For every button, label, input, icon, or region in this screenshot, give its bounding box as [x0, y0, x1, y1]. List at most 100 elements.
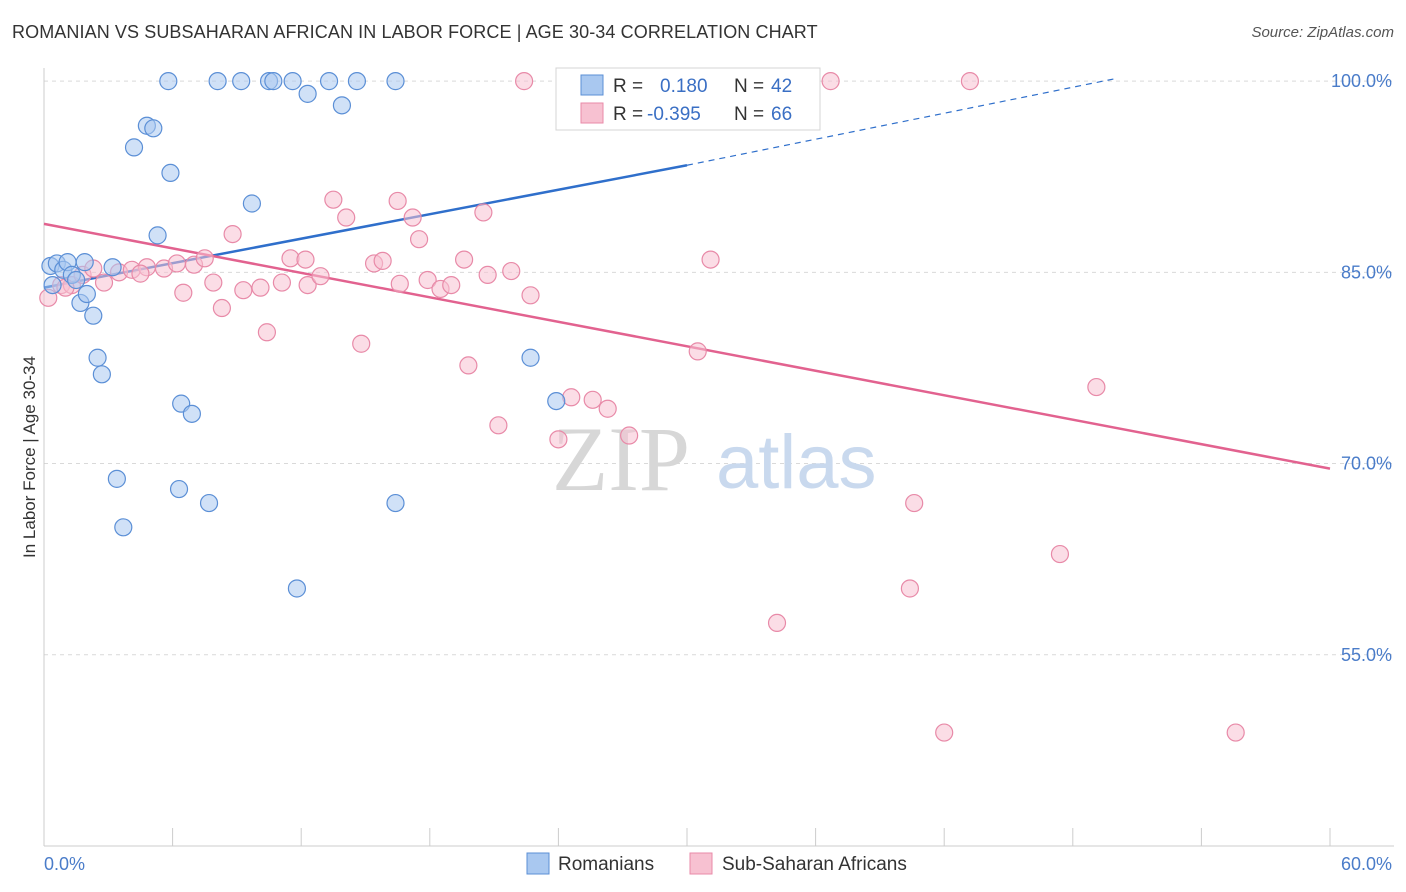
subsaharan-point: [478, 265, 497, 284]
subsaharan-point: [701, 250, 720, 269]
subsaharan-point: [688, 342, 707, 361]
n-value-subsaharan: 66: [771, 104, 792, 125]
legend-label-subsaharan: Sub-Saharan Africans: [722, 854, 907, 875]
romanian-point: [547, 391, 566, 411]
y-tick-label: 100.0%: [1331, 71, 1392, 91]
source-label: Source: ZipAtlas.com: [1251, 24, 1394, 41]
romanian-point: [67, 270, 86, 290]
subsaharan-point: [515, 72, 534, 91]
subsaharan-point: [935, 723, 954, 742]
subsaharan-point: [311, 267, 330, 286]
watermark-atlas: atlas: [716, 420, 877, 505]
subsaharan-point: [502, 261, 521, 281]
r-label-romanians: R =: [613, 76, 643, 97]
subsaharan-point: [905, 493, 924, 513]
subsaharan-point: [583, 390, 602, 409]
romanian-point: [114, 518, 133, 537]
subsaharan-point: [900, 579, 920, 598]
romanian-point: [92, 365, 111, 384]
romanian-point: [232, 72, 251, 91]
subsaharan-point: [234, 281, 253, 300]
romanian-point: [75, 253, 94, 272]
romanian-point: [77, 284, 96, 304]
subsaharan-point: [562, 388, 581, 407]
subsaharan-point: [174, 283, 193, 302]
subsaharan-point: [94, 273, 114, 292]
subsaharan-point: [251, 278, 270, 297]
r-value-subsaharan: -0.395: [647, 104, 701, 125]
subsaharan-point: [257, 323, 277, 342]
subsaharan-point: [223, 224, 242, 244]
romanian-point: [319, 72, 339, 91]
subsaharan-point: [373, 251, 392, 270]
romanian-point: [386, 72, 405, 91]
subsaharan-point: [459, 356, 478, 375]
legend-label-romanians: Romanians: [558, 854, 654, 875]
subsaharan-point: [821, 72, 840, 91]
subsaharan-point: [1226, 723, 1245, 742]
subsaharan-point: [352, 334, 371, 353]
y-tick-label: 85.0%: [1341, 262, 1392, 282]
n-label-subsaharan: N =: [734, 104, 764, 125]
romanian-point: [298, 84, 317, 103]
subsaharan-point: [598, 399, 617, 418]
stats-legend-swatch-romanians: [580, 74, 604, 96]
subsaharan-point: [454, 250, 474, 269]
data-points: [39, 72, 1245, 742]
romanian-point: [161, 163, 180, 183]
subsaharan-point: [489, 416, 508, 435]
romanian-point: [124, 138, 144, 157]
y-tick-label: 55.0%: [1341, 645, 1392, 665]
subsaharan-point: [403, 208, 422, 227]
romanian-point: [386, 493, 405, 513]
romanian-point: [103, 258, 122, 277]
watermark: ZIP atlas: [552, 408, 877, 510]
romanian-point: [347, 72, 367, 91]
trendline-subsaharan: [43, 222, 1331, 470]
n-label-romanians: N =: [734, 76, 764, 97]
subsaharan-point: [409, 230, 429, 249]
subsaharan-point: [272, 273, 292, 292]
subsaharan-point: [195, 249, 214, 268]
romanian-point: [208, 72, 227, 91]
romanian-point: [242, 194, 262, 213]
r-value-romanians: 0.180: [660, 76, 708, 97]
chart-title: ROMANIAN VS SUBSAHARAN AFRICAN IN LABOR …: [12, 22, 818, 42]
gridlines: [44, 80, 1394, 656]
romanian-point: [283, 72, 302, 91]
subsaharan-point: [298, 275, 317, 295]
subsaharan-point: [1087, 377, 1106, 397]
romanian-point: [199, 493, 219, 513]
r-label-subsaharan: R =: [613, 104, 643, 125]
subsaharan-point: [767, 613, 787, 633]
trendline-romanians-extension: [686, 77, 1116, 166]
subsaharan-point: [442, 275, 461, 295]
romanian-point: [287, 579, 307, 598]
subsaharan-point: [549, 430, 568, 449]
subsaharan-point: [1050, 544, 1070, 564]
x-tick-label-min: 0.0%: [44, 854, 85, 874]
axes: [43, 68, 1394, 847]
romanian-point: [43, 275, 62, 295]
subsaharan-point: [521, 286, 540, 305]
stats-legend-swatch-subsaharan: [580, 102, 604, 124]
romanian-point: [88, 348, 107, 367]
romanian-point: [107, 469, 126, 488]
subsaharan-point: [390, 274, 409, 293]
series-legend: Romanians Sub-Saharan Africans: [526, 852, 907, 875]
y-tick-label: 70.0%: [1341, 454, 1392, 474]
subsaharan-point: [337, 208, 356, 227]
subsaharan-point: [388, 191, 407, 211]
subsaharan-point: [212, 298, 231, 318]
y-axis-title: In Labor Force | Age 30-34: [20, 356, 39, 558]
watermark-zip: ZIP: [552, 408, 690, 510]
romanian-point: [148, 226, 167, 245]
subsaharan-point: [204, 273, 223, 292]
subsaharan-point: [474, 203, 493, 222]
x-tick-label-max: 60.0%: [1341, 854, 1392, 874]
romanian-point: [169, 479, 189, 499]
subsaharan-point: [167, 254, 186, 273]
y-tick-labels: 100.0% 85.0% 70.0% 55.0%: [1331, 71, 1392, 665]
x-tick-labels: 0.0% 60.0%: [44, 854, 1392, 874]
